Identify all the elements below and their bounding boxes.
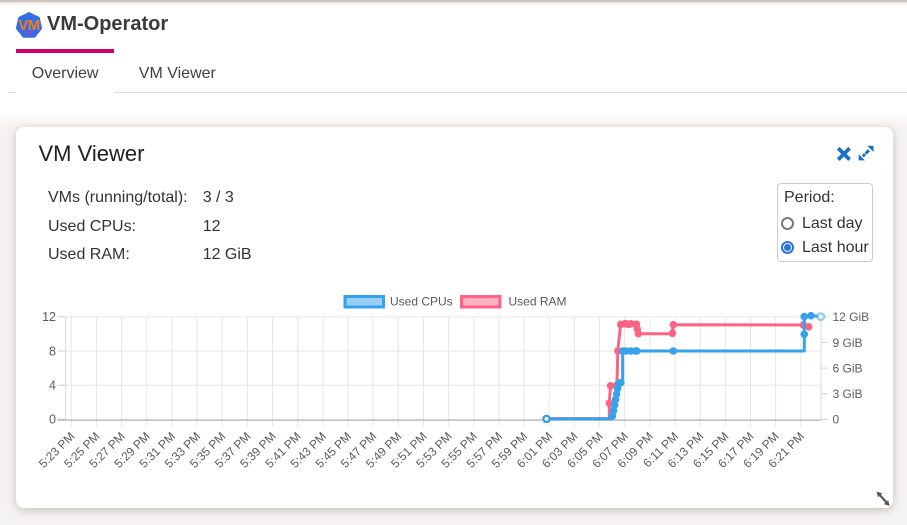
svg-text:9 GiB: 9 GiB	[833, 336, 863, 350]
svg-text:12: 12	[42, 310, 56, 324]
svg-text:4: 4	[49, 378, 56, 392]
svg-text:0: 0	[833, 413, 840, 427]
svg-text:3 GiB: 3 GiB	[833, 387, 863, 401]
svg-text:0: 0	[49, 413, 56, 427]
svg-text:6 GiB: 6 GiB	[833, 361, 863, 375]
svg-text:VM: VM	[18, 17, 40, 34]
svg-text:12 GiB: 12 GiB	[833, 310, 870, 324]
svg-text:Used CPUs: Used CPUs	[390, 295, 453, 309]
svg-text:8: 8	[49, 344, 56, 358]
svg-text:Used RAM: Used RAM	[509, 295, 567, 309]
